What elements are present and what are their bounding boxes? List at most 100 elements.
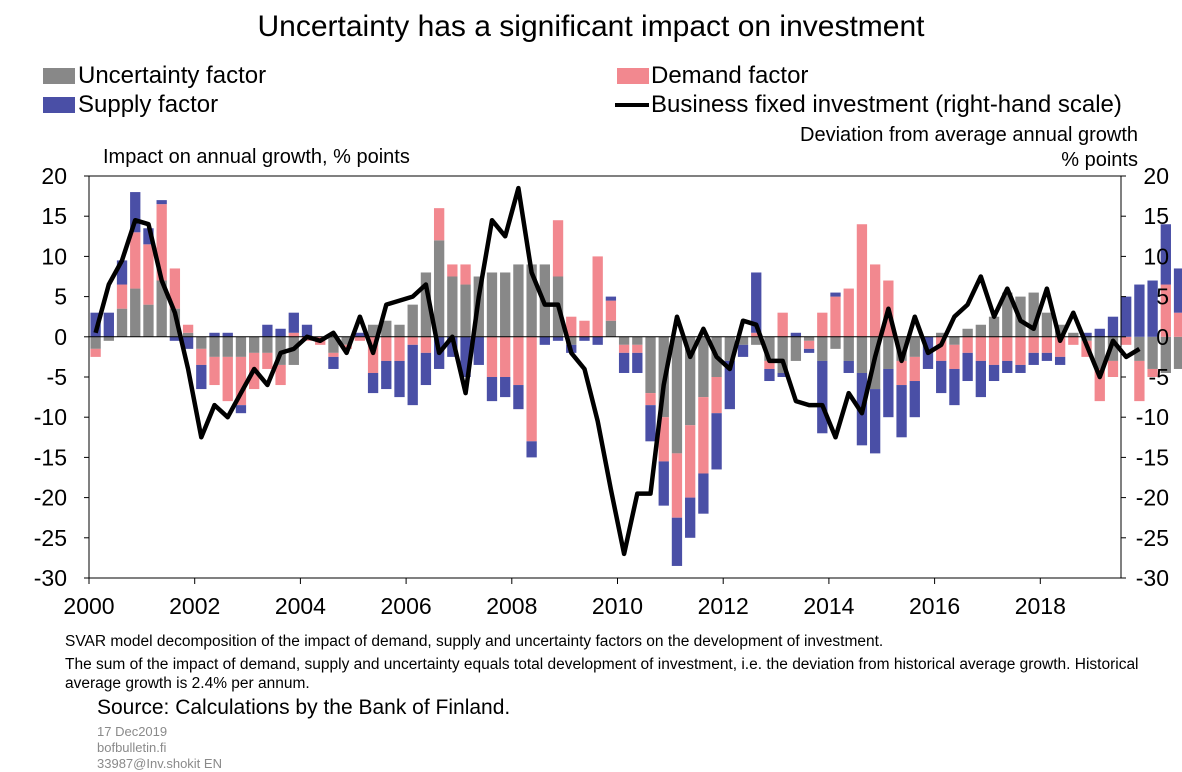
bar-supply-factor-68 xyxy=(988,364,1000,382)
bar-demand-factor-47 xyxy=(711,377,722,414)
chart-plot: 20 20 15 15 10 10 5 5 0 0 -5 -5 -10 -10 -15 -15 -20 -20 -2… xyxy=(34,163,1182,619)
bar-supply-factor-32 xyxy=(513,385,524,410)
bar-uncertainty-factor-39 xyxy=(605,320,617,337)
bar-supply-factor-70 xyxy=(1015,364,1026,373)
bar-uncertainty-factor-2 xyxy=(116,308,128,337)
bar-uncertainty-factor-51 xyxy=(764,336,775,361)
bar-supply-factor-43 xyxy=(658,461,669,506)
bar-uncertainty-factor-65 xyxy=(949,336,960,345)
bar-uncertainty-factor-46 xyxy=(698,336,709,398)
bar-supply-factor-76 xyxy=(1094,328,1105,337)
x-tick-label-2010: 2010 xyxy=(592,593,643,619)
bar-demand-factor-44 xyxy=(671,453,683,518)
bar-uncertainty-factor-26 xyxy=(433,240,445,337)
bar-demand-factor-13 xyxy=(262,352,273,369)
bar-uncertainty-factor-23 xyxy=(394,324,405,337)
bar-demand-factor-50 xyxy=(751,332,762,337)
bar-demand-factor-73 xyxy=(1054,336,1066,357)
bar-demand-factor-79 xyxy=(1134,360,1145,402)
bar-supply-factor-47 xyxy=(711,413,722,470)
bar-supply-factor-78 xyxy=(1121,296,1132,337)
bar-supply-factor-66 xyxy=(962,352,973,382)
source-text: Source: Calculations by the Bank of Finl… xyxy=(97,696,511,719)
bar-uncertainty-factor-49 xyxy=(737,336,749,345)
left-tick-label--15: -15 xyxy=(34,444,67,470)
bar-supply-factor-56 xyxy=(830,292,841,297)
left-tick-label--5: -5 xyxy=(47,364,67,390)
bar-demand-factor-77 xyxy=(1107,360,1119,377)
left-axis-label: Impact on annual growth, % points xyxy=(103,146,410,168)
left-tick-label-20: 20 xyxy=(41,163,67,189)
bar-demand-factor-8 xyxy=(196,348,207,365)
bar-demand-factor-62 xyxy=(909,356,920,382)
bar-supply-factor-42 xyxy=(645,405,656,442)
bar-demand-factor-70 xyxy=(1015,336,1026,365)
right-axis-label: Deviation from average annual growth xyxy=(800,124,1138,146)
bar-demand-factor-4 xyxy=(143,244,154,305)
bar-demand-factor-42 xyxy=(645,393,656,406)
note-2: The sum of the impact of demand, supply … xyxy=(65,656,1139,692)
bar-demand-factor-28 xyxy=(460,264,471,285)
bar-supply-factor-38 xyxy=(592,336,603,345)
x-tick-label-2004: 2004 xyxy=(275,593,326,619)
bar-supply-factor-64 xyxy=(936,360,947,394)
bar-supply-factor-45 xyxy=(685,497,696,538)
bar-demand-factor-3 xyxy=(130,232,141,289)
legend-label-supply: Supply factor xyxy=(78,91,219,118)
bar-uncertainty-factor-7 xyxy=(182,332,194,337)
bar-uncertainty-factor-13 xyxy=(262,336,273,353)
bar-supply-factor-41 xyxy=(632,352,643,373)
bar-demand-factor-11 xyxy=(235,356,247,406)
bar-demand-factor-55 xyxy=(817,312,828,337)
bar-uncertainty-factor-21 xyxy=(367,324,379,337)
left-tick-label-5: 5 xyxy=(54,284,67,310)
bar-supply-factor-51 xyxy=(764,368,775,382)
bar-demand-factor-7 xyxy=(182,324,194,333)
bar-demand-factor-27 xyxy=(447,264,458,277)
bar-uncertainty-factor-18 xyxy=(328,336,339,353)
bar-supply-factor-13 xyxy=(262,324,273,337)
bar-supply-factor-18 xyxy=(328,356,339,369)
bar-uncertainty-factor-52 xyxy=(777,336,788,373)
bar-demand-factor-39 xyxy=(605,300,617,321)
bar-uncertainty-factor-8 xyxy=(196,336,207,349)
bar-uncertainty-factor-25 xyxy=(420,272,432,337)
bar-demand-factor-58 xyxy=(856,224,868,337)
bar-demand-factor-45 xyxy=(685,425,696,498)
bar-uncertainty-factor-61 xyxy=(896,336,907,361)
bar-demand-factor-15 xyxy=(288,332,299,337)
bar-uncertainty-factor-32 xyxy=(513,264,524,337)
bar-demand-factor-10 xyxy=(222,356,233,402)
left-tick-label--10: -10 xyxy=(34,404,67,430)
bar-demand-factor-54 xyxy=(803,340,815,349)
bar-supply-factor-34 xyxy=(539,336,550,345)
legend-swatch-supply xyxy=(43,97,75,113)
bar-supply-factor-27 xyxy=(447,336,458,357)
bar-uncertainty-factor-42 xyxy=(645,336,656,394)
left-tick-label-15: 15 xyxy=(41,203,67,229)
bar-uncertainty-factor-22 xyxy=(381,320,392,337)
bar-demand-factor-78 xyxy=(1121,336,1132,345)
bar-uncertainty-factor-6 xyxy=(169,308,181,337)
left-tick-label--20: -20 xyxy=(34,485,67,511)
bar-demand-factor-82 xyxy=(1173,312,1182,337)
bar-supply-factor-39 xyxy=(605,296,617,301)
bar-uncertainty-factor-10 xyxy=(222,336,233,357)
bar-uncertainty-factor-53 xyxy=(790,336,802,361)
bar-supply-factor-40 xyxy=(618,352,630,373)
bar-supply-factor-24 xyxy=(407,344,418,406)
bar-supply-factor-14 xyxy=(275,328,286,337)
bar-uncertainty-factor-68 xyxy=(988,316,1000,337)
x-tick-label-2002: 2002 xyxy=(169,593,220,619)
bar-uncertainty-factor-71 xyxy=(1028,292,1039,337)
bar-supply-factor-6 xyxy=(169,336,181,341)
bar-demand-factor-2 xyxy=(116,284,128,309)
bar-supply-factor-71 xyxy=(1028,352,1039,365)
bar-demand-factor-31 xyxy=(500,336,511,377)
bar-supply-factor-67 xyxy=(975,360,986,398)
right-tick-label-15: 15 xyxy=(1143,203,1169,229)
bar-uncertainty-factor-64 xyxy=(936,332,947,337)
bar-uncertainty-factor-50 xyxy=(751,336,762,345)
left-tick-label--25: -25 xyxy=(34,525,67,551)
bar-demand-factor-20 xyxy=(354,336,366,341)
